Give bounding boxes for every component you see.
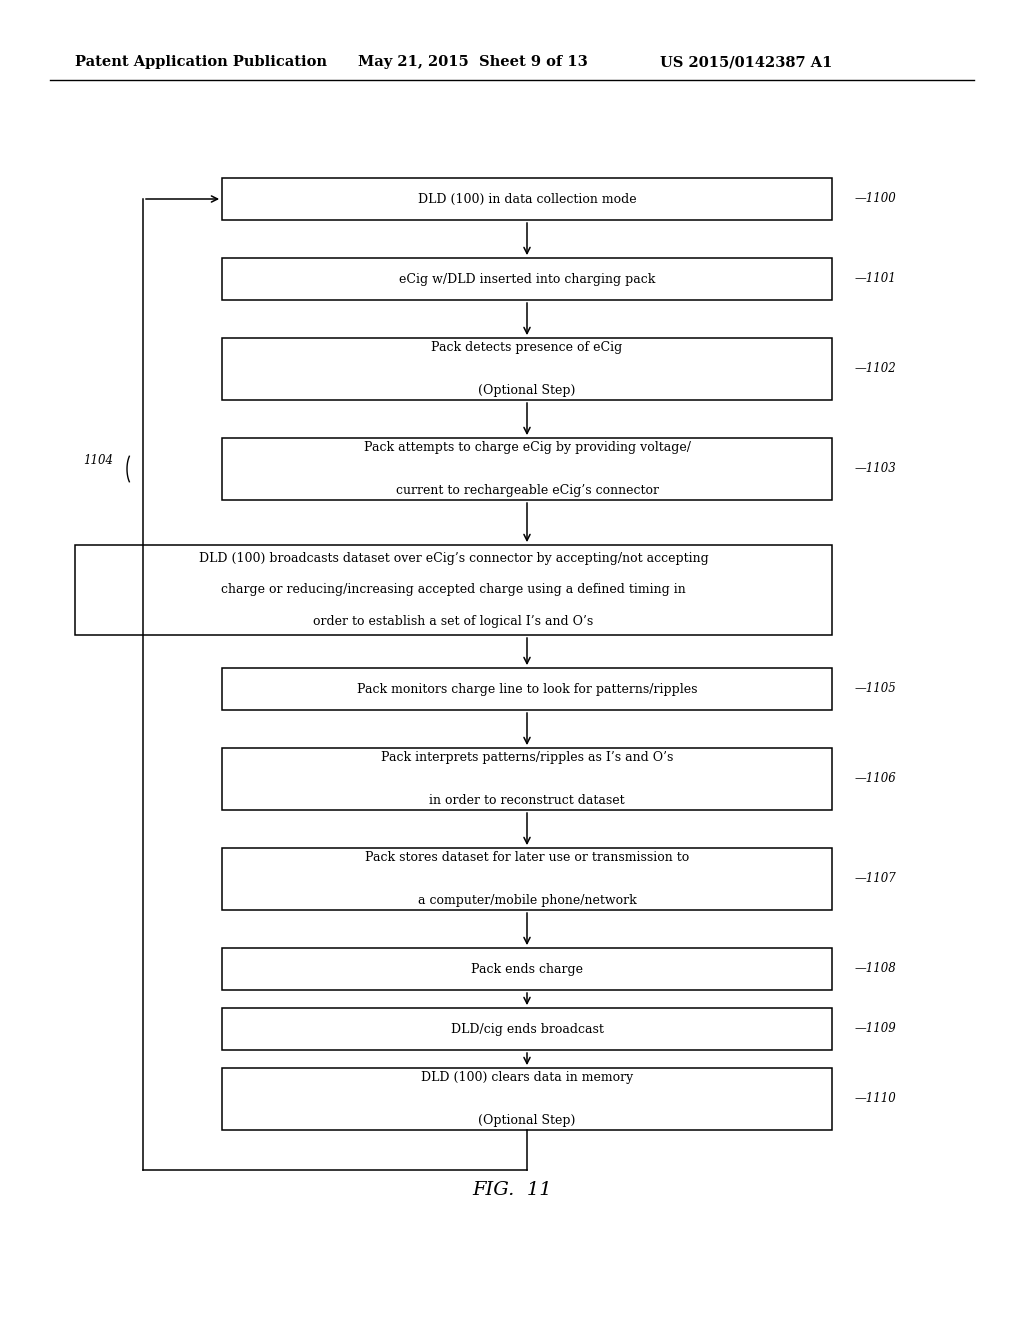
Text: DLD/cig ends broadcast: DLD/cig ends broadcast: [451, 1023, 603, 1035]
Text: —1103: —1103: [855, 462, 897, 475]
Text: 1104: 1104: [83, 454, 113, 467]
Text: US 2015/0142387 A1: US 2015/0142387 A1: [660, 55, 833, 69]
Bar: [222, 948, 831, 990]
Bar: [75, 545, 831, 635]
Text: —1102: —1102: [855, 363, 897, 375]
Text: DLD (100) in data collection mode: DLD (100) in data collection mode: [418, 193, 636, 206]
Text: —1108: —1108: [855, 962, 897, 975]
Bar: [222, 257, 831, 300]
Text: Pack ends charge: Pack ends charge: [471, 962, 583, 975]
Text: —1110: —1110: [855, 1093, 897, 1106]
Text: —1109: —1109: [855, 1023, 897, 1035]
Text: eCig w/DLD inserted into charging pack: eCig w/DLD inserted into charging pack: [398, 272, 655, 285]
Text: Pack stores dataset for later use or transmission to: Pack stores dataset for later use or tra…: [365, 851, 689, 863]
Text: May 21, 2015  Sheet 9 of 13: May 21, 2015 Sheet 9 of 13: [358, 55, 588, 69]
Text: Pack monitors charge line to look for patterns/ripples: Pack monitors charge line to look for pa…: [356, 682, 697, 696]
Text: Pack interprets patterns/ripples as I’s and O’s: Pack interprets patterns/ripples as I’s …: [381, 751, 673, 764]
Bar: [222, 438, 831, 500]
Bar: [222, 748, 831, 810]
Text: current to rechargeable eCig’s connector: current to rechargeable eCig’s connector: [395, 484, 658, 498]
Bar: [222, 668, 831, 710]
Text: —1105: —1105: [855, 682, 897, 696]
Text: Pack detects presence of eCig: Pack detects presence of eCig: [431, 341, 623, 354]
Text: Patent Application Publication: Patent Application Publication: [75, 55, 327, 69]
Text: charge or reducing/increasing accepted charge using a defined timing in: charge or reducing/increasing accepted c…: [221, 583, 686, 597]
Bar: [222, 178, 831, 220]
Text: (Optional Step): (Optional Step): [478, 1114, 575, 1127]
Text: in order to reconstruct dataset: in order to reconstruct dataset: [429, 795, 625, 808]
Text: DLD (100) broadcasts dataset over eCig’s connector by accepting/not accepting: DLD (100) broadcasts dataset over eCig’s…: [199, 552, 709, 565]
Text: a computer/mobile phone/network: a computer/mobile phone/network: [418, 894, 636, 907]
Text: DLD (100) clears data in memory: DLD (100) clears data in memory: [421, 1071, 633, 1084]
Text: FIG.  11: FIG. 11: [472, 1181, 552, 1199]
Text: —1106: —1106: [855, 772, 897, 785]
Text: order to establish a set of logical I’s and O’s: order to establish a set of logical I’s …: [313, 615, 594, 628]
Text: —1107: —1107: [855, 873, 897, 886]
Bar: [222, 338, 831, 400]
Text: —1100: —1100: [855, 193, 897, 206]
Bar: [222, 1068, 831, 1130]
Bar: [222, 1008, 831, 1049]
Bar: [222, 847, 831, 909]
Text: (Optional Step): (Optional Step): [478, 384, 575, 397]
Text: —1101: —1101: [855, 272, 897, 285]
Text: Pack attempts to charge eCig by providing voltage/: Pack attempts to charge eCig by providin…: [364, 441, 690, 454]
